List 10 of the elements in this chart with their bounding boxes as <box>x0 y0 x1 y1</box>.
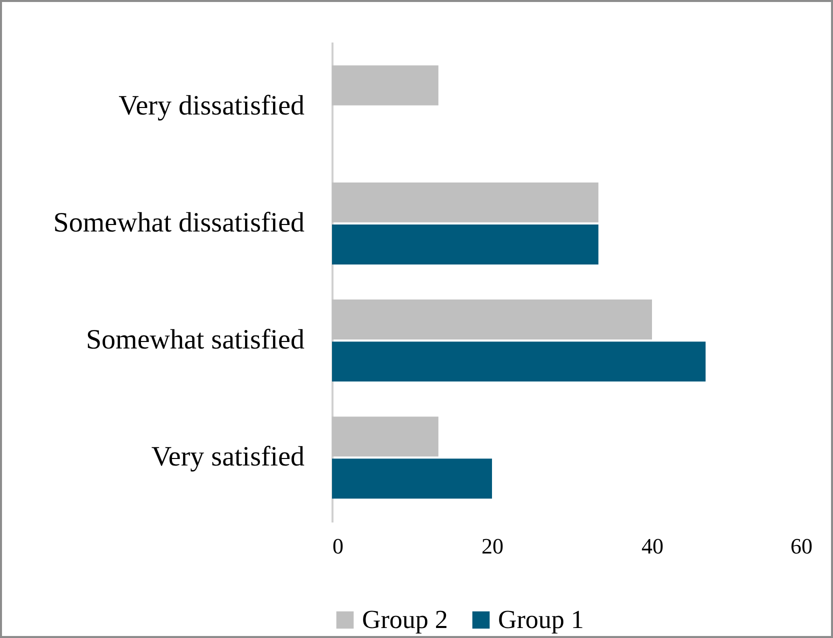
x-tick-label: 20 <box>482 534 504 558</box>
x-tick-label: 60 <box>790 534 812 558</box>
x-tick-label: 40 <box>642 534 664 558</box>
y-tick-label: Somewhat satisfied <box>86 324 304 356</box>
y-tick-label: Very dissatisfied <box>118 90 304 122</box>
y-tick-label: Very satisfied <box>151 442 304 473</box>
legend-label: Group 2 <box>362 605 448 634</box>
y-tick-label: Somewhat dissatisfied <box>53 207 304 238</box>
x-tick-label: 0 <box>332 534 344 558</box>
legend-label: Group 1 <box>498 605 584 634</box>
